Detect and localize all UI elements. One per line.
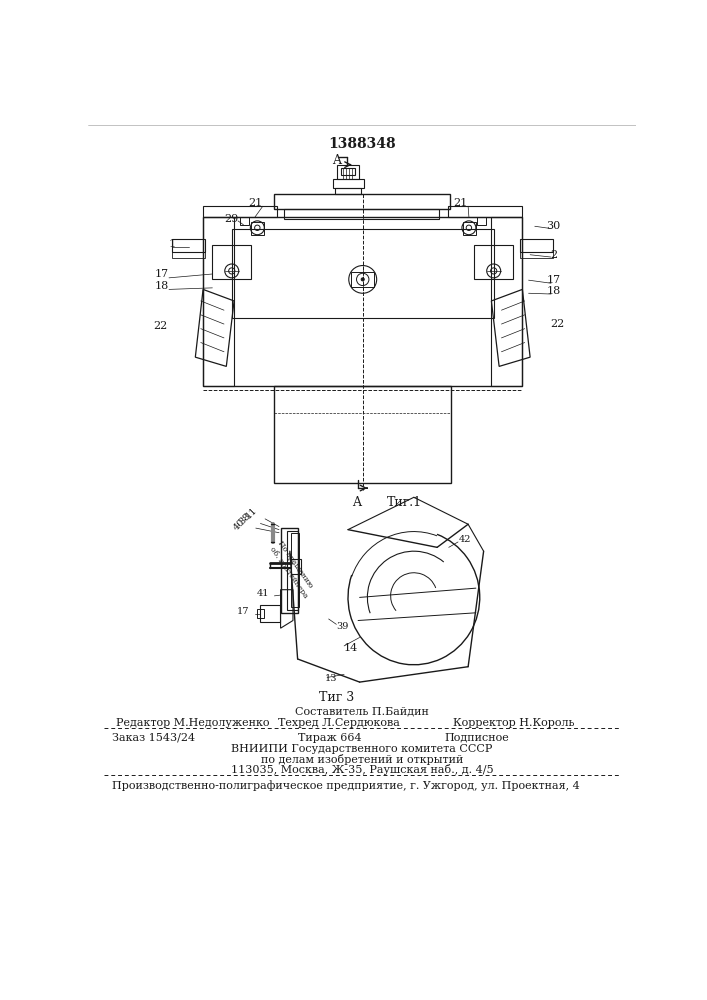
Text: 22: 22 [153, 321, 168, 331]
Text: 41: 41 [257, 589, 270, 598]
Bar [291, 559, 300, 574]
Text: Тираж 664: Тираж 664 [298, 733, 361, 743]
Text: 17: 17 [155, 269, 169, 279]
Bar [251, 222, 264, 235]
Text: Техред Л.Сердюкова: Техред Л.Сердюкова [279, 718, 400, 728]
Text: 2: 2 [550, 250, 557, 260]
Text: 1388348: 1388348 [328, 137, 396, 151]
Circle shape [361, 278, 364, 281]
Text: 14: 14 [344, 643, 358, 653]
Text: 13: 13 [325, 674, 337, 683]
Text: A: A [352, 496, 361, 509]
Bar [341, 168, 355, 175]
Bar [520, 239, 554, 252]
Text: 1: 1 [168, 239, 175, 249]
Text: 18: 18 [547, 286, 561, 296]
Text: A: A [332, 154, 341, 167]
Bar [281, 528, 298, 613]
Bar [477, 217, 486, 225]
Text: 29: 29 [225, 214, 239, 224]
Text: 38: 38 [238, 511, 252, 526]
Text: 17: 17 [237, 607, 250, 616]
Text: Подписное: Подписное [445, 733, 510, 743]
Text: 30: 30 [547, 221, 561, 231]
Bar [491, 217, 522, 386]
Text: ВНИИПИ Государственного комитета СССР: ВНИИПИ Государственного комитета СССР [231, 744, 493, 754]
Bar [448, 206, 522, 217]
Bar [260, 605, 280, 622]
Bar [351, 272, 374, 287]
Text: Τиг.1: Τиг.1 [387, 496, 422, 509]
Bar [232, 229, 493, 318]
Bar [462, 222, 476, 235]
Text: 40: 40 [231, 517, 247, 533]
Text: Τиг 3: Τиг 3 [319, 691, 354, 704]
Text: Составитель П.Байдин: Составитель П.Байдин [295, 707, 429, 717]
Bar [287, 531, 298, 610]
Bar [172, 252, 206, 258]
Bar [284, 209, 440, 219]
Bar [212, 245, 251, 279]
Bar [257, 609, 264, 618]
Text: 39: 39 [337, 622, 349, 631]
Bar [172, 239, 206, 252]
Text: Редактор М.Недолуженко: Редактор М.Недолуженко [115, 718, 269, 728]
Bar [274, 194, 450, 209]
Text: 22: 22 [550, 319, 564, 329]
Text: 17: 17 [547, 275, 561, 285]
Text: Производственно-полиграфическое предприятие, г. Ужгород, ул. Проектная, 4: Производственно-полиграфическое предприя… [112, 780, 579, 791]
Text: 21: 21 [453, 198, 467, 208]
Text: Корректор Н.Король: Корректор Н.Король [452, 718, 574, 728]
Bar [291, 533, 299, 607]
Text: по делам изобретений и открытий: по делам изобретений и открытий [261, 754, 463, 765]
Text: 21: 21 [248, 198, 262, 208]
Bar [203, 206, 276, 217]
Text: По вращению
об. контейнера: По вращению об. контейнера [268, 540, 317, 599]
Bar [203, 217, 522, 386]
Text: 42: 42 [459, 535, 472, 544]
Bar [274, 386, 451, 483]
Text: 18: 18 [155, 281, 169, 291]
Bar [474, 245, 513, 279]
Bar [520, 252, 554, 258]
Bar [240, 217, 249, 225]
Bar [337, 165, 359, 179]
Text: 113035, Москва, Ж-35, Раушская наб., д. 4/5: 113035, Москва, Ж-35, Раушская наб., д. … [230, 764, 493, 775]
Bar [332, 179, 363, 188]
Bar [203, 217, 234, 386]
Text: Заказ 1543/24: Заказ 1543/24 [112, 733, 194, 743]
Bar [335, 188, 361, 194]
Text: 11: 11 [244, 505, 259, 520]
